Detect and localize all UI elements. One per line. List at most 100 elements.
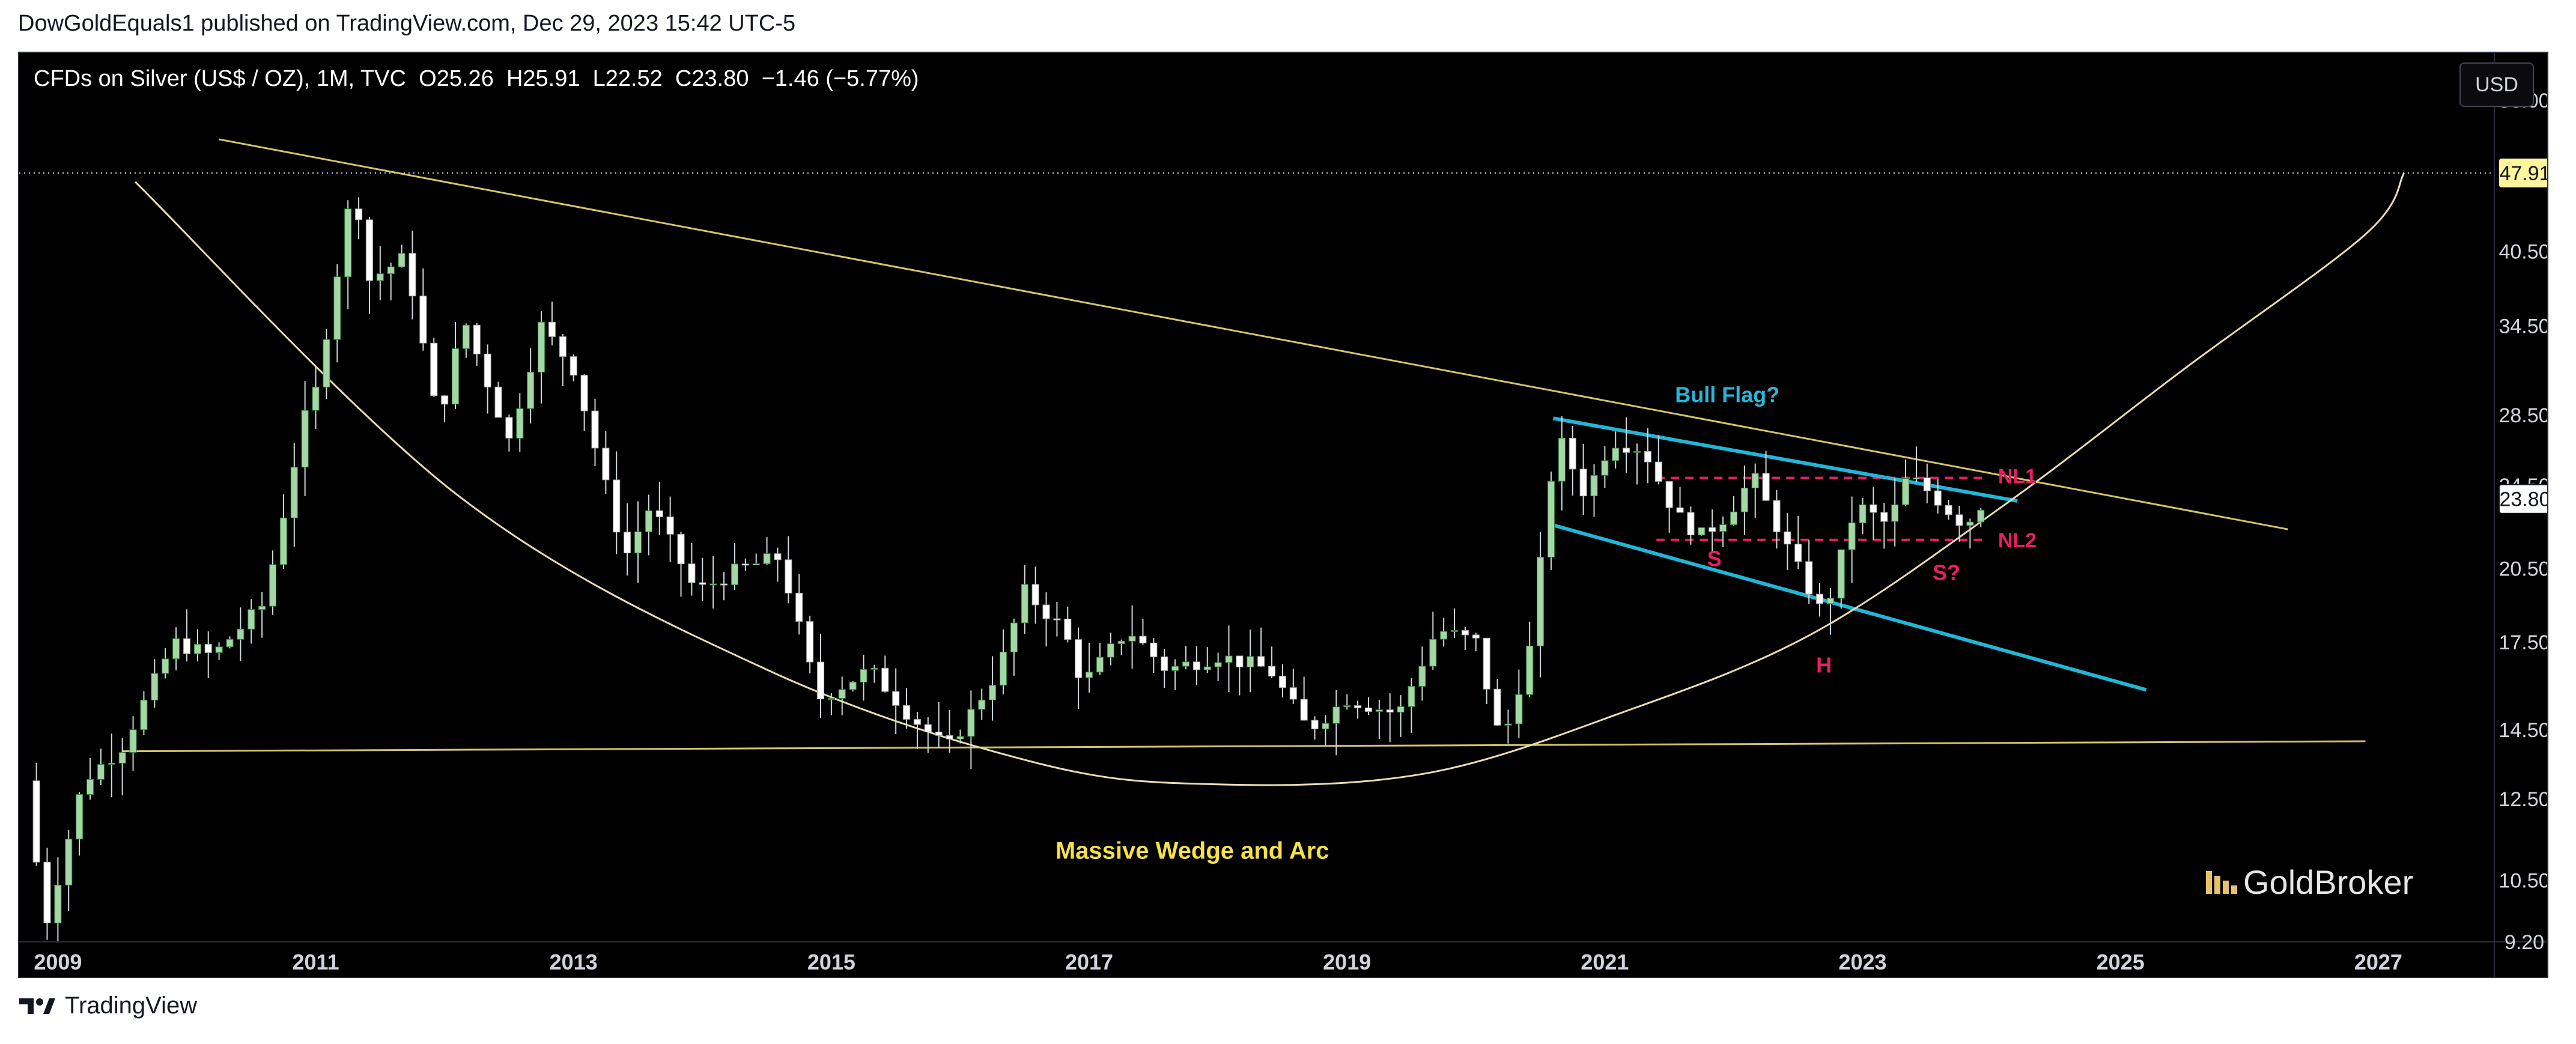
candle-down	[624, 532, 631, 554]
candle-up	[258, 605, 266, 610]
candle-up	[344, 208, 352, 278]
price-axis-label: 17.50	[2499, 631, 2548, 654]
candle-up	[645, 510, 652, 532]
candle-up	[538, 321, 545, 373]
candle-up	[827, 698, 835, 700]
candle-down	[602, 448, 610, 481]
candle-down	[1815, 593, 1824, 604]
time-axis-label: 2011	[292, 950, 339, 974]
price-axis-label: 9.20	[2505, 931, 2544, 954]
price-axis-label: 34.50	[2499, 315, 2548, 338]
wedge-arc-label: Massive Wedge and Arc	[1056, 837, 1329, 864]
candle-up	[516, 408, 524, 439]
candle-down	[419, 296, 427, 344]
price-axis-label: 14.50	[2499, 719, 2548, 742]
candle-up	[1612, 448, 1620, 461]
candle-down	[1784, 531, 1791, 545]
candle-up	[978, 699, 986, 710]
price-axis-label: 40.50	[2499, 240, 2548, 263]
time-axis-label: 2017	[1065, 950, 1113, 974]
candle-down	[559, 336, 567, 357]
candle-up	[279, 517, 287, 565]
candle-down	[1687, 512, 1695, 536]
candle-down	[355, 208, 363, 220]
candle-down	[816, 661, 825, 700]
candle-up	[1214, 662, 1222, 667]
candle-up	[1117, 640, 1125, 645]
candle-up	[1107, 643, 1114, 658]
candle-down	[1623, 448, 1630, 453]
candle-down	[666, 516, 674, 535]
candle-down	[1709, 527, 1716, 532]
candle-up	[1247, 656, 1254, 667]
candle-down	[1955, 514, 1963, 526]
publisher-header: DowGoldEquals1 published on TradingView.…	[18, 11, 796, 36]
candle-up	[237, 628, 245, 640]
candle-up	[838, 689, 846, 699]
candle-down	[505, 417, 513, 439]
candle-up	[1225, 655, 1233, 663]
candle-up	[1418, 666, 1426, 687]
reference-price-label: 47.91	[2499, 162, 2548, 185]
price-axis-label: 12.50	[2499, 788, 2548, 811]
candle-down	[892, 691, 900, 706]
candle-up	[752, 563, 760, 565]
candle-down	[494, 386, 502, 418]
candle-down	[1364, 707, 1373, 712]
candle-down	[1354, 705, 1362, 708]
candle-down	[1278, 676, 1286, 688]
candle-up	[151, 673, 159, 701]
price-axis-label: 28.50	[2499, 404, 2548, 427]
candle-down	[1945, 505, 1952, 515]
candle-up	[709, 583, 717, 586]
candle-down	[1311, 720, 1319, 729]
candle-down	[785, 559, 792, 593]
time-axis-label: 2009	[34, 950, 82, 974]
candle-down	[580, 375, 588, 411]
candle-down	[1150, 643, 1158, 657]
candle-up	[1515, 694, 1523, 724]
candle-up	[462, 324, 470, 349]
candle-up	[1698, 527, 1706, 536]
currency-button[interactable]: USD	[2459, 62, 2534, 107]
time-axis-label: 2013	[550, 950, 598, 974]
upper-wedge-trendline	[219, 138, 2288, 530]
candle-up	[1440, 631, 1448, 640]
candle-down	[1257, 656, 1265, 667]
lower-wedge-trendline	[122, 740, 2366, 753]
symbol-info-line: CFDs on Silver (US$ / OZ), 1M, TVC O25.2…	[34, 66, 919, 91]
candle-up	[312, 386, 320, 411]
candle-up	[1848, 522, 1856, 550]
candle-down	[1569, 438, 1576, 470]
candle-up	[1085, 672, 1093, 678]
candle-up	[999, 651, 1007, 686]
left-shoulder-label: S	[1707, 547, 1722, 571]
candle-up	[290, 467, 298, 518]
candle-up	[108, 763, 115, 765]
candle-up	[118, 752, 126, 764]
candle-down	[1031, 584, 1039, 605]
candle-down	[1236, 655, 1244, 667]
candle-up	[860, 669, 867, 683]
candle-up	[54, 885, 62, 924]
price-chart[interactable]: 56.0047.9140.5034.5028.5024.5023.8020.50…	[19, 53, 2548, 978]
candle-up	[1397, 706, 1405, 713]
candle-up	[1558, 438, 1566, 482]
candle-down	[1300, 699, 1308, 721]
candle-up	[1429, 639, 1437, 667]
goldbroker-logo-icon	[2231, 885, 2237, 894]
bull-flag-upper-line	[1553, 416, 2018, 503]
candle-down	[903, 705, 911, 720]
candle-up	[323, 339, 330, 387]
candle-up	[193, 644, 201, 654]
candle-up	[269, 564, 277, 607]
candle-down	[699, 582, 706, 585]
candle-up	[731, 563, 738, 586]
candle-down	[924, 724, 932, 733]
candle-down	[1923, 477, 1931, 491]
candle-down	[774, 553, 782, 560]
candle-up	[1343, 705, 1351, 708]
chart-panel[interactable]: 56.0047.9140.5034.5028.5024.5023.8020.50…	[18, 52, 2548, 978]
candle-down	[688, 563, 696, 583]
bull-flag-label: Bull Flag?	[1675, 382, 1779, 407]
